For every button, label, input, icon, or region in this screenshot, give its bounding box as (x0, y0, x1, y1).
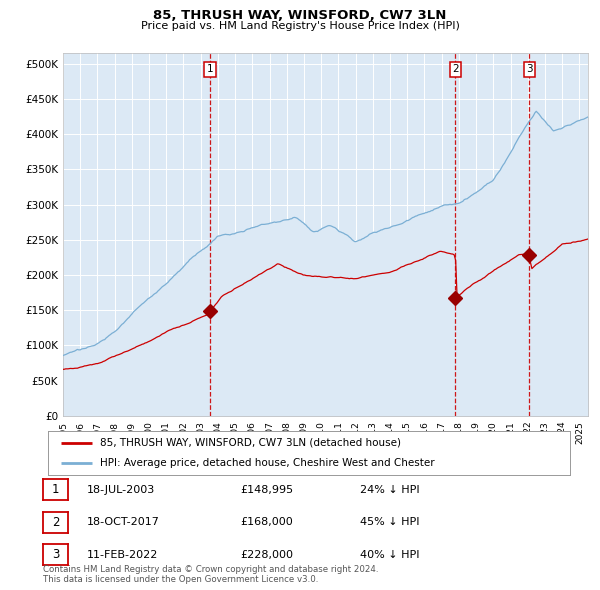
Text: 24% ↓ HPI: 24% ↓ HPI (360, 485, 419, 494)
Text: 18-OCT-2017: 18-OCT-2017 (87, 517, 160, 527)
Text: £168,000: £168,000 (240, 517, 293, 527)
Text: 2: 2 (452, 64, 459, 74)
Text: 1: 1 (52, 483, 59, 496)
Text: Contains HM Land Registry data © Crown copyright and database right 2024.
This d: Contains HM Land Registry data © Crown c… (43, 565, 379, 584)
Text: Price paid vs. HM Land Registry's House Price Index (HPI): Price paid vs. HM Land Registry's House … (140, 21, 460, 31)
Text: 45% ↓ HPI: 45% ↓ HPI (360, 517, 419, 527)
Text: 11-FEB-2022: 11-FEB-2022 (87, 550, 158, 559)
Text: £228,000: £228,000 (240, 550, 293, 559)
Text: 2: 2 (52, 516, 59, 529)
Text: 18-JUL-2003: 18-JUL-2003 (87, 485, 155, 494)
Text: 3: 3 (52, 548, 59, 561)
Text: HPI: Average price, detached house, Cheshire West and Chester: HPI: Average price, detached house, Ches… (100, 458, 435, 468)
Text: 40% ↓ HPI: 40% ↓ HPI (360, 550, 419, 559)
Text: 85, THRUSH WAY, WINSFORD, CW7 3LN (detached house): 85, THRUSH WAY, WINSFORD, CW7 3LN (detac… (100, 438, 401, 448)
Text: 1: 1 (206, 64, 214, 74)
Text: £148,995: £148,995 (240, 485, 293, 494)
Text: 85, THRUSH WAY, WINSFORD, CW7 3LN: 85, THRUSH WAY, WINSFORD, CW7 3LN (154, 9, 446, 22)
Text: 3: 3 (526, 64, 533, 74)
